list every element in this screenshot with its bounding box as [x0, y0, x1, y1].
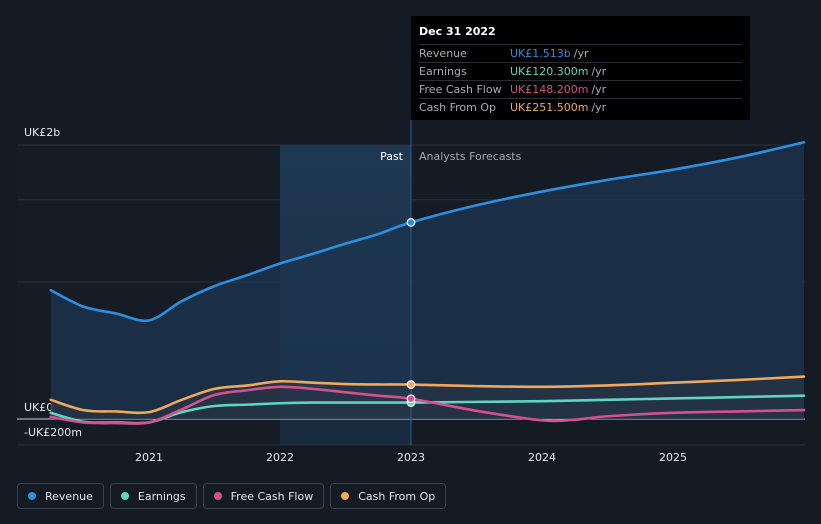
tooltip-unit: /yr: [591, 101, 607, 114]
series-line-revenue: [49, 140, 806, 323]
revenue-area: [50, 142, 804, 419]
tooltip-row-cash-from-op: Cash From Op UK£251.500m /yr: [419, 99, 742, 116]
marker-revenue: [406, 218, 416, 227]
past-label: Past: [380, 150, 404, 163]
legend-dot-icon: [120, 492, 129, 500]
x-tick-label: 2024: [528, 451, 556, 464]
legend-label: Free Cash Flow: [230, 489, 314, 503]
y-tick-label: -UK£200m: [24, 426, 82, 439]
y-tick-label: UK£0: [24, 401, 53, 414]
tooltip-unit: /yr: [591, 65, 607, 78]
tooltip-date: Dec 31 2022: [419, 24, 742, 45]
legend-label: Earnings: [137, 489, 186, 503]
tooltip-label: Earnings: [419, 65, 467, 78]
tooltip-value: UK£251.500m: [510, 101, 589, 114]
legend-dot-icon: [213, 492, 222, 500]
legend-dot-icon: [341, 492, 350, 500]
tooltip-value: UK£148.200m: [510, 83, 589, 96]
tooltip: Dec 31 2022 Revenue UK£1.513b /yr Earnin…: [411, 16, 750, 120]
series-line-free-cash-flow: [49, 385, 806, 425]
tooltip-unit: /yr: [573, 47, 589, 60]
tooltip-label: Cash From Op: [419, 101, 497, 114]
marker-free-cash-flow: [406, 394, 416, 404]
series-line-cash-from-op: [49, 375, 806, 415]
legend-item-revenue[interactable]: Revenue: [17, 483, 104, 509]
forecast-label: Analysts Forecasts: [419, 150, 522, 163]
x-tick-label: 2023: [397, 451, 425, 464]
tooltip-row-free-cash-flow: Free Cash Flow UK£148.200m /yr: [419, 81, 742, 99]
x-tick-label: 2025: [659, 451, 687, 464]
tooltip-unit: /yr: [591, 83, 607, 96]
legend-item-cash-from-op[interactable]: Cash From Op: [330, 483, 447, 509]
tooltip-label: Revenue: [419, 47, 467, 60]
y-tick-label: UK£2b: [24, 126, 60, 139]
x-tick-label: 2022: [266, 451, 294, 464]
tooltip-value: UK£1.513b: [510, 47, 571, 60]
tooltip-label: Free Cash Flow: [419, 83, 502, 96]
tooltip-value: UK£120.300m: [510, 65, 589, 78]
legend-label: Revenue: [45, 489, 93, 503]
marker-cash-from-op: [406, 380, 416, 389]
legend: Revenue Earnings Free Cash Flow Cash Fro…: [17, 483, 447, 509]
legend-label: Cash From Op: [358, 489, 436, 503]
tooltip-row-earnings: Earnings UK£120.300m /yr: [419, 63, 742, 81]
tooltip-row-revenue: Revenue UK£1.513b /yr: [419, 45, 742, 63]
legend-item-earnings[interactable]: Earnings: [109, 483, 197, 509]
x-tick-label: 2021: [135, 451, 163, 464]
legend-dot-icon: [28, 492, 36, 500]
legend-item-free-cash-flow[interactable]: Free Cash Flow: [202, 483, 325, 509]
